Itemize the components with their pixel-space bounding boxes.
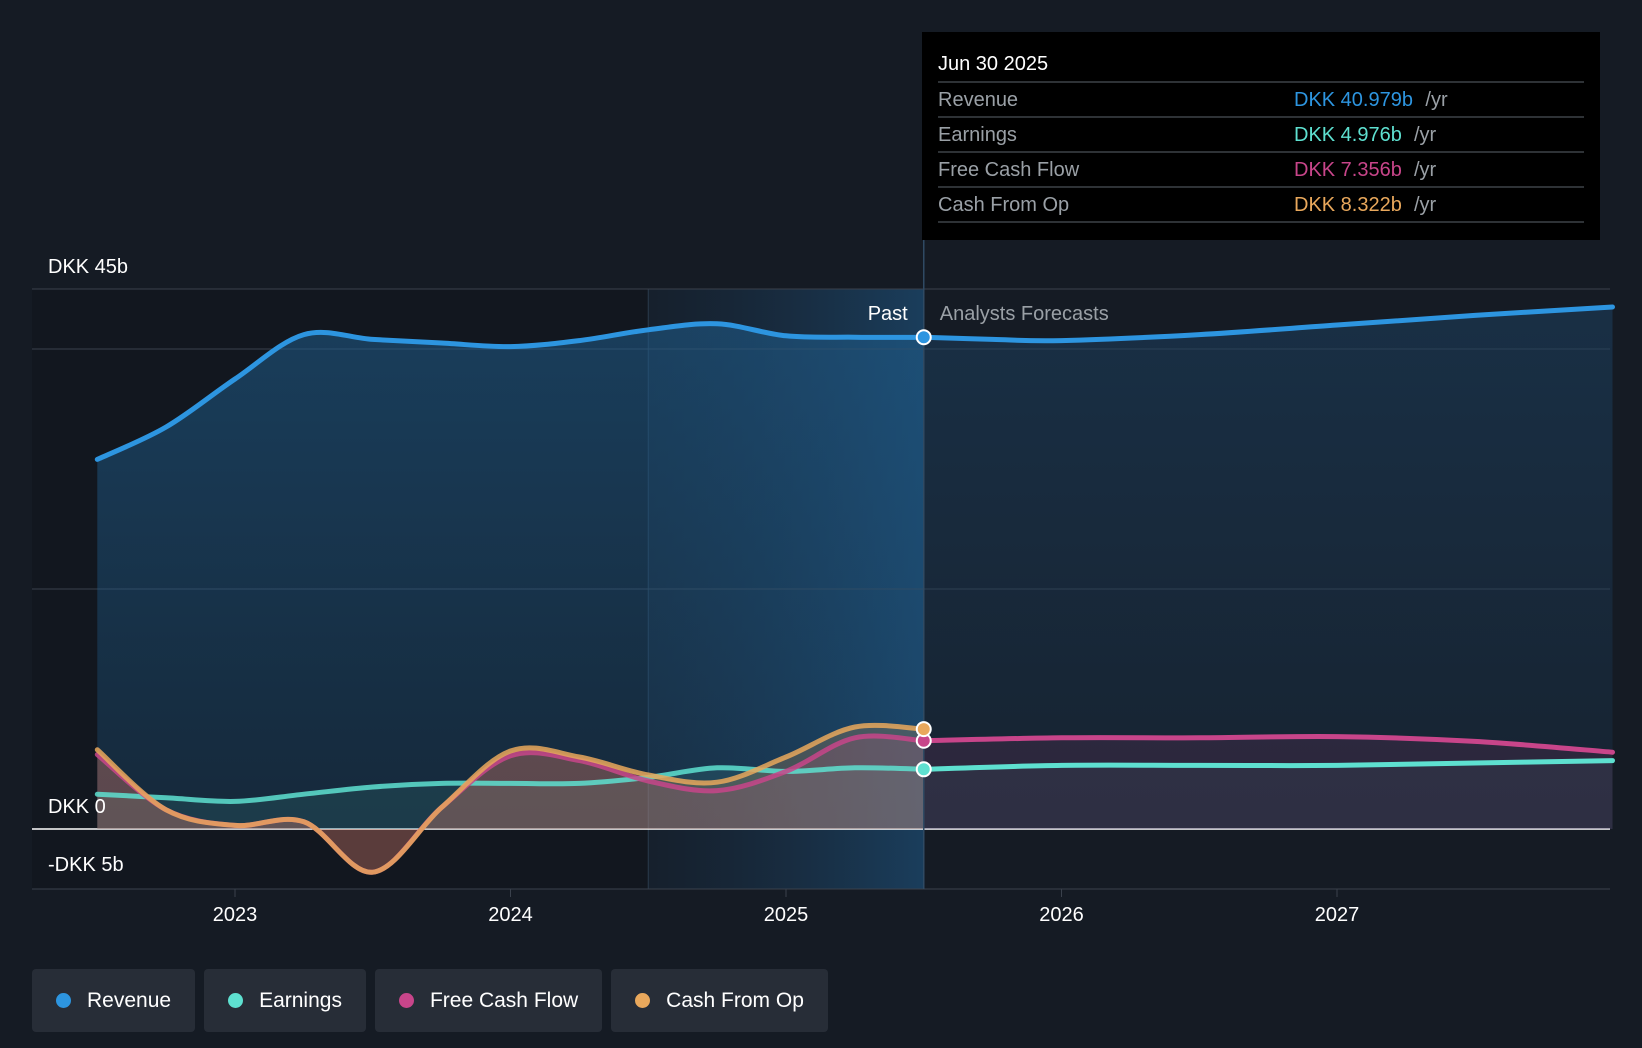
x-tick-label: 2024: [488, 904, 533, 926]
legend-dot-icon: [398, 993, 414, 1008]
legend-label: Free Cash Flow: [429, 988, 579, 1012]
free-cash-flow-forecast-area: [923, 736, 1613, 829]
tooltip-row-name: Revenue: [938, 89, 1018, 111]
revenue-forecast-area: [923, 307, 1613, 829]
y-axis-label: DKK 45b: [48, 256, 128, 278]
free-cash-flow-past-area: [97, 736, 924, 873]
tooltip-row-name: Cash From Op: [938, 194, 1069, 216]
tooltip-row-value: DKK 40.979b: [1294, 89, 1413, 111]
free-cash-flow-forecast-line: [921, 733, 1615, 755]
y-axis-label: -DKK 5b: [48, 854, 124, 876]
revenue-past-area: [97, 323, 924, 829]
earnings-forecast-line: [921, 758, 1615, 772]
revenue-forecast-line: [921, 304, 1615, 344]
legend-dot-icon: [56, 993, 71, 1008]
forecast-label: Analysts Forecasts: [940, 303, 1109, 325]
tooltip-row-unit: /yr: [1425, 89, 1448, 111]
legend: Revenue Earnings Free Cash Flow Cash From O…: [32, 969, 828, 1032]
tooltip-row-unit: /yr: [1414, 159, 1437, 181]
x-tick-label: 2026: [1039, 904, 1084, 926]
axis-labels: DKK 45b DKK 0 -DKK 5b 2023 2024 2025 2026 2027 P…: [48, 256, 1359, 926]
earnings-marker[interactable]: [915, 761, 932, 778]
tooltip-box: [922, 32, 1600, 240]
tooltip: Jun 30 2025 Revenue DKK 40.979b/yr Earnings…: [922, 32, 1600, 240]
legend-dot-icon: [228, 993, 244, 1008]
cash-from-op-marker[interactable]: [915, 721, 932, 738]
cash-from-op-past-area: [97, 725, 924, 873]
x-tick-label: 2023: [213, 904, 258, 926]
legend-label: Earnings: [259, 988, 342, 1012]
tooltip-row-value: DKK 4.976b: [1294, 124, 1402, 146]
past-label: Past: [868, 303, 908, 325]
legend-label: Revenue: [87, 988, 172, 1012]
tooltip-row-name: Earnings: [938, 124, 1017, 146]
legend-label: Cash From Op: [666, 988, 804, 1012]
revenue-past-line: [94, 321, 927, 462]
series-areas: [97, 307, 1613, 873]
series-lines: [94, 240, 1615, 889]
tooltip-row-name: Free Cash Flow: [938, 159, 1080, 181]
tooltip-date: Jun 30 2025: [938, 53, 1048, 75]
revenue-marker[interactable]: [915, 329, 932, 346]
legend-item-revenue[interactable]: Revenue: [32, 969, 196, 1032]
tooltip-row-unit: /yr: [1414, 124, 1437, 146]
legend-item-earnings[interactable]: Earnings: [204, 969, 366, 1032]
legend-dot-icon: [635, 993, 651, 1008]
tooltip-row-value: DKK 8.322b: [1294, 194, 1402, 216]
legend-item-cash-from-op[interactable]: Cash From Op: [611, 969, 828, 1032]
series-markers: [915, 329, 932, 778]
cash-from-op-past-line: [94, 722, 927, 875]
tooltip-row-value: DKK 7.356b: [1294, 159, 1402, 181]
x-tick-label: 2025: [764, 904, 809, 926]
tooltip-row-unit: /yr: [1414, 194, 1437, 216]
earnings-forecast-area: [923, 760, 1613, 829]
legend-item-free-cash-flow[interactable]: Free Cash Flow: [374, 969, 603, 1032]
y-axis-label: DKK 0: [48, 796, 106, 818]
x-tick-label: 2027: [1315, 904, 1360, 926]
